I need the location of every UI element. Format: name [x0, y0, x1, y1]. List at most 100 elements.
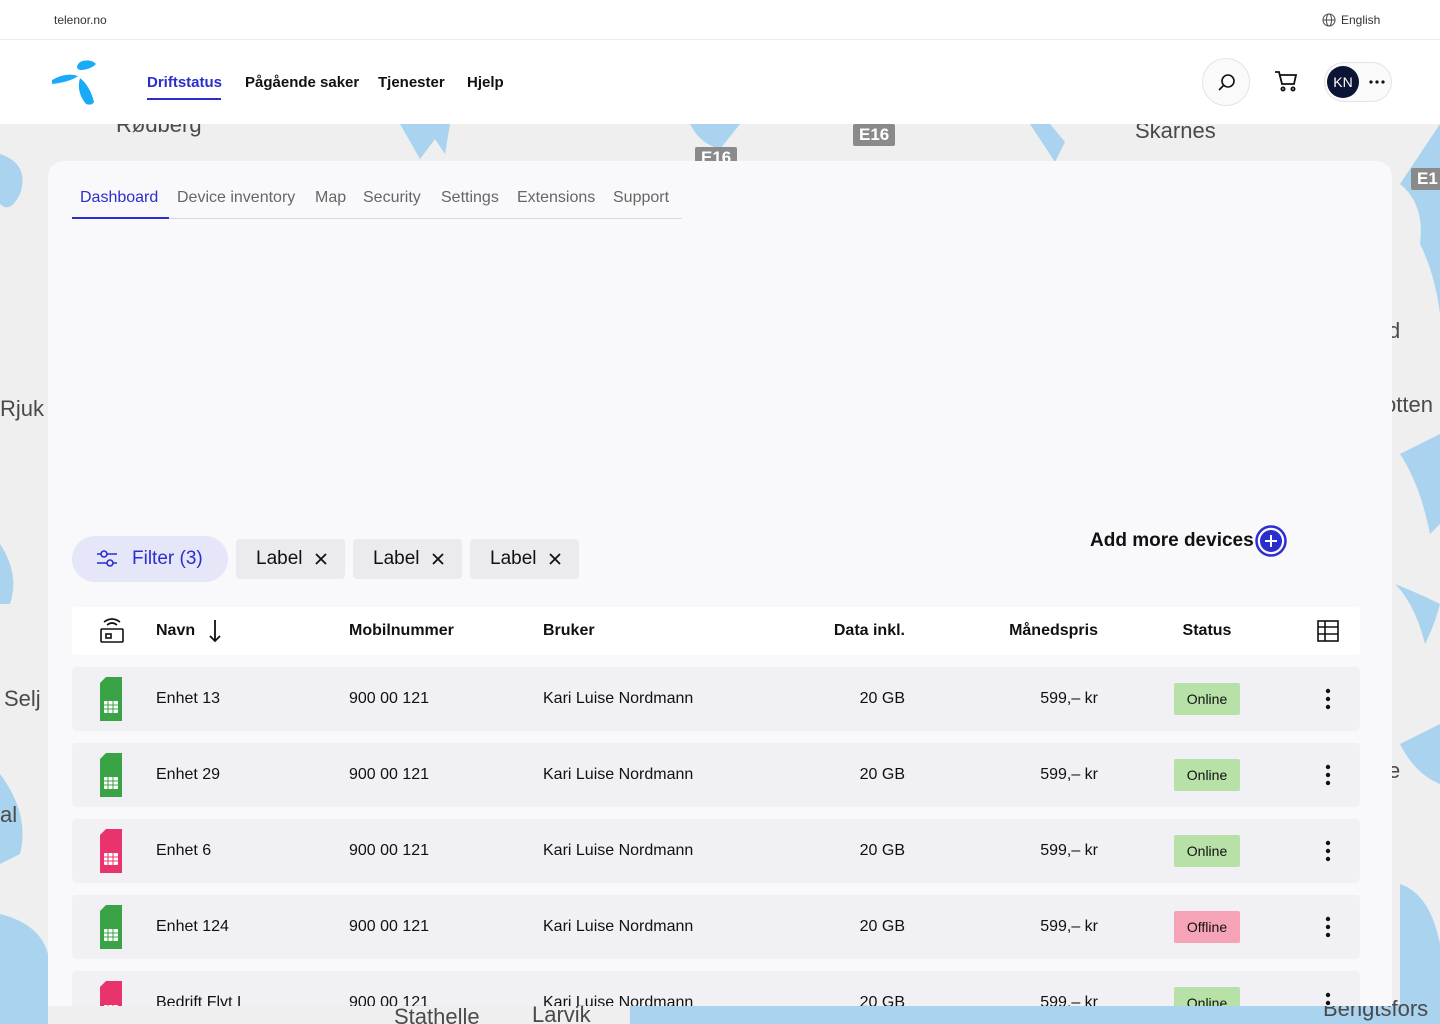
- cell-price: 599,– kr: [1040, 994, 1098, 1006]
- sim-chip-lines: [104, 701, 118, 713]
- tab-underline: [72, 217, 169, 219]
- device-icon: [100, 618, 124, 643]
- map-label: Skarnes: [1135, 124, 1216, 143]
- cell-data: 20 GB: [859, 918, 905, 935]
- sim-chip-lines: [104, 929, 118, 941]
- sim-body: [100, 753, 122, 797]
- device-row[interactable]: Enhet 13 900 00 121 Kari Luise Nordmann 20 …: [72, 667, 1360, 731]
- nav-item[interactable]: Pågående saker: [245, 74, 360, 91]
- add-devices-icon[interactable]: [1255, 525, 1287, 557]
- device-row[interactable]: Bedrift Flyt I 900 00 121 Kari Luise Nordm…: [72, 971, 1360, 1006]
- device-row[interactable]: Enhet 29 900 00 121 Kari Luise Nordmann 20 …: [72, 743, 1360, 807]
- filter-chip[interactable]: Label: [353, 539, 462, 579]
- cart-icon[interactable]: [1274, 70, 1298, 92]
- device-row[interactable]: Enhet 6 900 00 121 Kari Luise Nordmann 20 G…: [72, 819, 1360, 883]
- sim-body: [100, 905, 122, 949]
- status-badge: Online: [1174, 683, 1240, 715]
- filter-chip[interactable]: Label: [236, 539, 345, 579]
- cell-number: 900 00 121: [349, 994, 430, 1006]
- sim-chip: [104, 1005, 118, 1006]
- sim-icon: [100, 905, 122, 949]
- sim-icon: [100, 677, 122, 721]
- cell-data: 20 GB: [859, 690, 905, 707]
- column-header: Bruker: [543, 622, 595, 639]
- row-menu[interactable]: [1325, 688, 1331, 710]
- user-menu[interactable]: KN: [1324, 62, 1392, 102]
- dashboard-panel: Dashboard Device inventory Map Security Sett…: [48, 161, 1392, 1006]
- close-glyph: [315, 553, 327, 565]
- map-label: al: [0, 802, 18, 827]
- menu-dot: [1325, 916, 1331, 922]
- map-label: Rjuk: [0, 396, 45, 421]
- filter-button[interactable]: Filter (3): [72, 536, 228, 582]
- status-badge: Online: [1174, 835, 1240, 867]
- add-devices-label[interactable]: Add more devices: [1090, 530, 1254, 551]
- cell-data: 20 GB: [859, 842, 905, 859]
- menu-dot: [1325, 780, 1331, 786]
- top-bar: telenor.no English: [0, 0, 1440, 40]
- search-button[interactable]: [1202, 58, 1250, 106]
- cell-data: 20 GB: [859, 766, 905, 783]
- map-label: Larvik: [532, 1002, 591, 1024]
- tab[interactable]: Security: [363, 189, 421, 206]
- map-label: Rødberg: [116, 124, 202, 137]
- sort-icon[interactable]: [208, 619, 222, 643]
- tab[interactable]: Device inventory: [177, 189, 296, 206]
- map-label: otten: [1384, 392, 1433, 417]
- cell-price: 599,– kr: [1040, 918, 1098, 935]
- close-glyph: [549, 553, 561, 565]
- column-header: Status: [1182, 622, 1232, 639]
- map-water: [0, 124, 1440, 1024]
- menu-dot: [1325, 856, 1331, 862]
- tab[interactable]: Support: [613, 189, 670, 206]
- menu-dot: [1325, 696, 1331, 702]
- menu-dot: [1325, 932, 1331, 938]
- menu-dot: [1325, 1000, 1331, 1006]
- sim-chip: [104, 777, 118, 789]
- chip-label: Label: [256, 548, 303, 569]
- close-glyph: [432, 553, 444, 565]
- menu-dot: [1325, 992, 1331, 998]
- menu-dot: [1325, 924, 1331, 930]
- nav-item[interactable]: Driftstatus: [147, 74, 223, 91]
- logo[interactable]: [50, 58, 100, 106]
- map-label: Stathelle: [394, 1004, 480, 1024]
- site-link[interactable]: telenor.no: [54, 13, 107, 27]
- cell-price: 599,– kr: [1040, 842, 1098, 859]
- cell-user: Kari Luise Nordmann: [543, 766, 694, 783]
- tab[interactable]: Map: [315, 189, 347, 206]
- status-label: Online: [1186, 995, 1228, 1006]
- language-switch[interactable]: English: [1341, 13, 1381, 27]
- status-label: Offline: [1186, 919, 1228, 935]
- globe-icon: [1322, 13, 1336, 27]
- row-menu[interactable]: [1325, 840, 1331, 862]
- nav-underline: [147, 98, 221, 100]
- row-menu[interactable]: [1325, 916, 1331, 938]
- filter-chip[interactable]: Label: [470, 539, 579, 579]
- columns-icon[interactable]: [1317, 620, 1339, 642]
- nav-item[interactable]: Hjelp: [467, 74, 504, 91]
- status-label: Online: [1186, 691, 1228, 707]
- column-header: Månedspris: [1009, 622, 1098, 639]
- tab[interactable]: Dashboard: [80, 189, 159, 206]
- sim-chip-lines: [104, 853, 118, 865]
- cell-name: Bedrift Flyt I: [156, 994, 242, 1006]
- cell-data: 20 GB: [859, 994, 905, 1006]
- nav-item[interactable]: Tjenester: [378, 74, 445, 91]
- cell-price: 599,– kr: [1040, 690, 1098, 707]
- tab[interactable]: Settings: [441, 189, 499, 206]
- status-badge: Online: [1174, 987, 1240, 1006]
- chip-label: Label: [373, 548, 420, 569]
- menu-dot: [1325, 704, 1331, 710]
- column-header: Mobilnummer: [349, 622, 454, 639]
- tab[interactable]: Extensions: [517, 189, 596, 206]
- device-row[interactable]: Enhet 124 900 00 121 Kari Luise Nordmann 20…: [72, 895, 1360, 959]
- status-badge: Offline: [1174, 911, 1240, 943]
- sim-body: [100, 981, 122, 1006]
- row-menu[interactable]: [1325, 992, 1331, 1006]
- menu-dot: [1325, 848, 1331, 854]
- header: Driftstatus Pågående saker Tjenester Hjelp …: [0, 40, 1440, 124]
- menu-dot: [1325, 764, 1331, 770]
- sim-chip-lines: [104, 777, 118, 789]
- row-menu[interactable]: [1325, 764, 1331, 786]
